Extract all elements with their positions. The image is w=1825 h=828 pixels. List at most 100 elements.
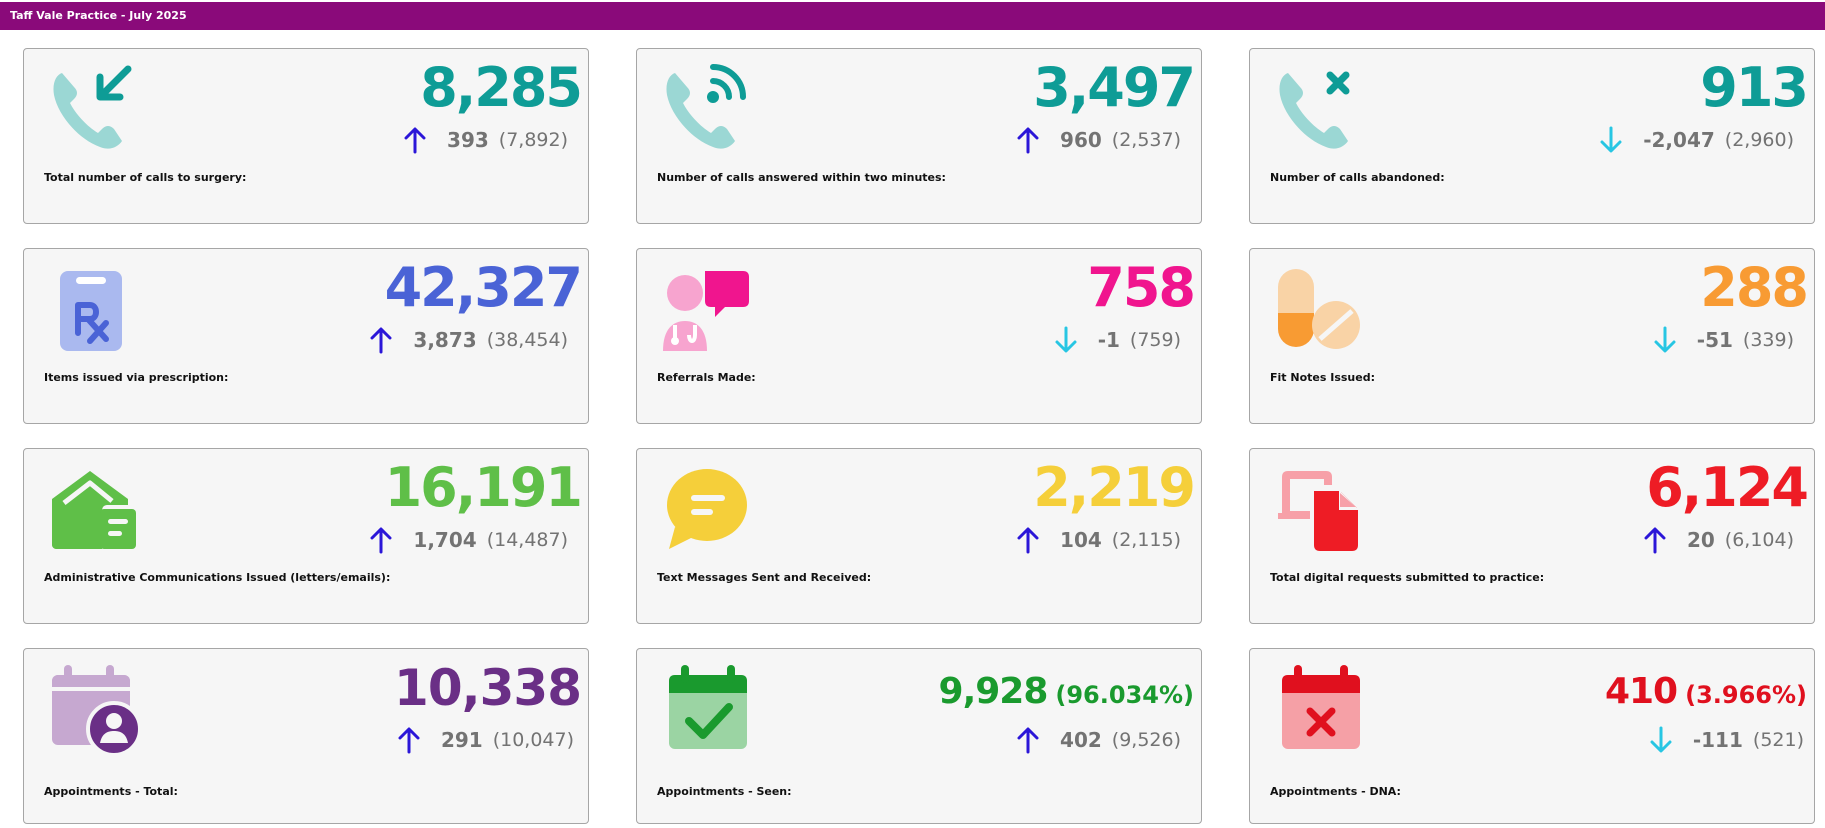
kpi-label: Appointments - Total: xyxy=(44,785,178,798)
calendar-check-icon xyxy=(661,663,751,753)
arrow-up-icon xyxy=(1643,526,1667,554)
digital-document-icon xyxy=(1274,463,1364,553)
kpi-previous: (38,454) xyxy=(486,329,568,351)
kpi-value: 758 xyxy=(1087,256,1196,319)
kpi-change: 20 xyxy=(1686,528,1715,552)
calendar-cross-icon xyxy=(1274,663,1364,753)
kpi-value: 8,285 xyxy=(420,56,583,119)
dashboard-title: Taff Vale Practice - July 2025 xyxy=(10,9,187,22)
kpi-change: 104 xyxy=(1060,528,1102,552)
kpi-delta: -2,047 (2,960) xyxy=(1599,125,1794,155)
arrow-up-icon xyxy=(369,326,393,354)
kpi-previous: (2,115) xyxy=(1111,529,1181,551)
kpi-delta: 291 (10,047) xyxy=(397,725,574,755)
kpi-change: -111 xyxy=(1692,728,1743,752)
kpi-card-referrals: 758 -1 (759) Referrals Made: xyxy=(636,248,1202,424)
kpi-previous: (14,487) xyxy=(486,529,568,551)
kpi-value: 16,191 xyxy=(384,456,583,519)
kpi-card-prescriptions: 42,327 3,873 (38,454) Items issued via p… xyxy=(23,248,589,424)
kpi-previous: (10,047) xyxy=(492,729,574,751)
chat-bubble-icon xyxy=(661,463,751,553)
kpi-previous: (9,526) xyxy=(1111,729,1181,751)
kpi-label: Appointments - Seen: xyxy=(657,785,792,798)
kpi-delta: -1 (759) xyxy=(1054,325,1181,355)
kpi-change: 3,873 xyxy=(413,328,477,352)
kpi-card-digital-requests: 6,124 20 (6,104) Total digital requests … xyxy=(1249,448,1815,624)
kpi-label: Number of calls answered within two minu… xyxy=(657,171,946,184)
arrow-down-icon xyxy=(1649,726,1673,754)
arrow-up-icon xyxy=(369,526,393,554)
prescription-icon xyxy=(48,263,138,353)
kpi-label: Appointments - DNA: xyxy=(1270,785,1401,798)
kpi-label: Total number of calls to surgery: xyxy=(44,171,247,184)
kpi-card-appointments-total: 10,338 291 (10,047) Appointments - Total… xyxy=(23,648,589,824)
kpi-previous: (339) xyxy=(1742,329,1794,351)
kpi-card-admin-communications: 16,191 1,704 (14,487) Administrative Com… xyxy=(23,448,589,624)
kpi-label: Fit Notes Issued: xyxy=(1270,371,1375,384)
kpi-delta: 104 (2,115) xyxy=(1016,525,1181,555)
kpi-previous: (759) xyxy=(1129,329,1181,351)
kpi-value-number: 410 xyxy=(1604,671,1678,712)
kpi-card-calls-answered: 3,497 960 (2,537) Number of calls answer… xyxy=(636,48,1202,224)
mail-house-icon xyxy=(48,463,138,553)
kpi-change: 1,704 xyxy=(413,528,477,552)
kpi-card-fit-notes: 288 -51 (339) Fit Notes Issued: xyxy=(1249,248,1815,424)
kpi-value: 9,928 (96.034%) xyxy=(939,667,1194,720)
kpi-change: 960 xyxy=(1060,128,1102,152)
doctor-consultation-icon xyxy=(661,263,751,353)
pills-icon xyxy=(1274,263,1364,353)
kpi-previous: (2,537) xyxy=(1111,129,1181,151)
arrow-down-icon xyxy=(1054,326,1078,354)
kpi-change: -2,047 xyxy=(1643,128,1715,152)
kpi-card-text-messages: 2,219 104 (2,115) Text Messages Sent and… xyxy=(636,448,1202,624)
kpi-value: 288 xyxy=(1700,256,1809,319)
kpi-change: 291 xyxy=(440,728,483,752)
kpi-delta: -111 (521) xyxy=(1649,725,1804,755)
arrow-up-icon xyxy=(1016,126,1040,154)
arrow-up-icon xyxy=(403,126,427,154)
arrow-down-icon xyxy=(1653,326,1677,354)
kpi-value: 913 xyxy=(1700,56,1809,119)
dashboard-title-bar: Taff Vale Practice - July 2025 xyxy=(0,2,1825,30)
kpi-previous: (2,960) xyxy=(1724,129,1794,151)
kpi-card-appointments-dna: 410 (3.966%) -111 (521) Appointments - DN… xyxy=(1249,648,1815,824)
kpi-label: Number of calls abandoned: xyxy=(1270,171,1445,184)
kpi-value: 410 (3.966%) xyxy=(1605,667,1807,720)
kpi-value-number: 9,928 xyxy=(938,671,1049,712)
kpi-delta: 3,873 (38,454) xyxy=(369,325,568,355)
kpi-label: Items issued via prescription: xyxy=(44,371,229,384)
incoming-call-icon xyxy=(48,63,138,153)
kpi-value: 2,219 xyxy=(1033,456,1196,519)
kpi-previous: (521) xyxy=(1752,729,1804,751)
kpi-label: Total digital requests submitted to prac… xyxy=(1270,571,1545,584)
kpi-change: 393 xyxy=(447,128,489,152)
kpi-card-appointments-seen: 9,928 (96.034%) 402 (9,526) Appointments … xyxy=(636,648,1202,824)
calendar-user-icon xyxy=(48,663,138,753)
kpi-percent: (96.034%) xyxy=(1055,681,1194,709)
kpi-value: 42,327 xyxy=(384,256,583,319)
kpi-delta: 20 (6,104) xyxy=(1643,525,1794,555)
kpi-delta: 402 (9,526) xyxy=(1016,725,1181,755)
phone-ringing-icon xyxy=(661,63,751,153)
kpi-delta: 1,704 (14,487) xyxy=(369,525,568,555)
kpi-delta: 393 (7,892) xyxy=(403,125,568,155)
kpi-delta: 960 (2,537) xyxy=(1016,125,1181,155)
arrow-down-icon xyxy=(1599,126,1623,154)
kpi-value: 6,124 xyxy=(1646,456,1809,519)
arrow-up-icon xyxy=(1016,726,1040,754)
kpi-delta: -51 (339) xyxy=(1653,325,1794,355)
kpi-previous: (6,104) xyxy=(1724,529,1794,551)
kpi-value-number: 10,338 xyxy=(394,659,582,717)
arrow-up-icon xyxy=(1016,526,1040,554)
arrow-up-icon xyxy=(397,726,421,754)
kpi-change: 402 xyxy=(1060,728,1102,752)
kpi-card-total-calls: 8,285 393 (7,892) Total number of calls … xyxy=(23,48,589,224)
kpi-label: Referrals Made: xyxy=(657,371,756,384)
kpi-value: 3,497 xyxy=(1033,56,1196,119)
kpi-label: Text Messages Sent and Received: xyxy=(657,571,872,584)
kpi-percent: (3.966%) xyxy=(1685,681,1807,709)
kpi-value: 10,338 xyxy=(394,651,582,725)
kpi-label: Administrative Communications Issued (le… xyxy=(44,571,391,584)
missed-call-icon xyxy=(1274,63,1364,153)
kpi-previous: (7,892) xyxy=(498,129,568,151)
